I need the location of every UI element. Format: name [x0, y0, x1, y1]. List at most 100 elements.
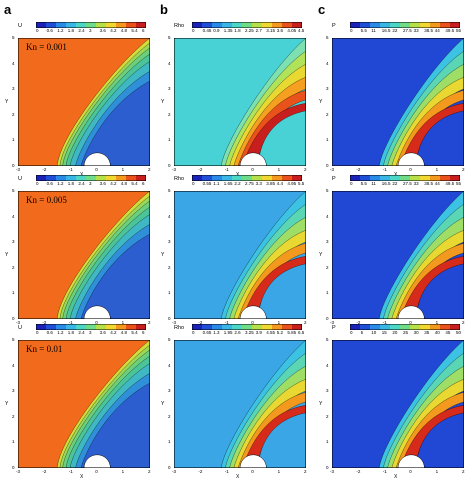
y-tick-label: 1: [12, 290, 15, 296]
colorbar-swatch: [400, 324, 411, 330]
colorbar-swatch: [56, 22, 67, 28]
colorbar-swatch: [370, 22, 381, 28]
x-axis-label: X: [394, 474, 398, 480]
x-axis-label: X: [236, 474, 240, 480]
colorbar-tick-label: 33: [413, 181, 419, 186]
y-tick-label: 5: [12, 188, 15, 193]
y-axis-label: Y: [161, 252, 165, 258]
colorbar-tick-label: 6: [142, 181, 145, 186]
knudsen-label: Kn = 0.001: [26, 42, 67, 52]
x-tick-label: -2: [356, 320, 361, 325]
colorbar-tick-label: 1.8: [67, 28, 75, 33]
y-axis-label: Y: [319, 401, 323, 407]
y-tick-label: 1: [326, 137, 329, 143]
y-tick-label: 1: [168, 290, 171, 296]
colorbar-swatch: [360, 324, 371, 330]
x-tick-label: 2: [462, 167, 465, 172]
colorbar-tick-label: 50: [456, 330, 462, 335]
colorbar-tick-label: 3: [89, 181, 92, 186]
colorbar-tick-label: 55: [456, 181, 462, 186]
x-tick-label: 1: [435, 469, 439, 474]
colorbar-swatch: [66, 22, 77, 28]
colorbar-swatch: [56, 324, 67, 330]
contour-plot: [332, 191, 464, 319]
x-tick-label: 1: [277, 469, 281, 474]
colorbar-tick-label: 35: [424, 330, 430, 335]
colorbar-swatch: [36, 324, 47, 330]
colorbar-swatch: [420, 324, 431, 330]
y-tick-label: 5: [168, 337, 171, 342]
colorbar-tick-label: 3.6: [99, 330, 106, 335]
colorbar-tick-label: 20: [392, 330, 398, 335]
colorbar-tick-label: 5: [360, 330, 364, 335]
colorbar-swatch: [66, 175, 77, 181]
colorbar-swatch: [202, 324, 213, 330]
colorbar-tick-label: 5.4: [131, 28, 138, 33]
colorbar: [350, 175, 460, 181]
colorbar-swatch: [46, 22, 57, 28]
x-tick-label: -2: [356, 469, 361, 474]
y-tick-label: 0: [12, 163, 15, 168]
x-tick-label: -3: [172, 320, 177, 325]
x-tick-label: -3: [16, 469, 21, 474]
colorbar-swatch: [116, 175, 127, 181]
colorbar-tick-label: 4.2: [110, 330, 117, 335]
colorbar-swatch: [410, 324, 421, 330]
x-tick-label: 0: [95, 320, 98, 325]
y-tick-label: 3: [12, 388, 15, 394]
colorbar-swatch: [420, 175, 431, 181]
y-tick-label: 5: [168, 188, 171, 193]
colorbar-swatch: [380, 324, 391, 330]
x-tick-label: 2: [462, 320, 465, 325]
colorbar-swatch: [282, 175, 293, 181]
y-tick-label: 3: [326, 239, 329, 245]
y-tick-label: 3: [168, 388, 171, 394]
colorbar-swatch: [202, 175, 213, 181]
colorbar-tick-label: 10: [371, 330, 377, 335]
colorbar-swatch: [252, 175, 263, 181]
x-tick-label: -2: [198, 320, 203, 325]
colorbar-swatch: [252, 324, 263, 330]
colorbar-swatch: [360, 175, 371, 181]
panel-letter-b: b: [160, 2, 168, 17]
colorbar: [36, 175, 146, 181]
colorbar-swatch: [262, 324, 273, 330]
x-tick-label: 2: [304, 167, 307, 172]
colorbar-tick-label: 4.5: [298, 28, 305, 33]
x-tick-label: -2: [198, 167, 203, 172]
colorbar-swatch: [36, 175, 47, 181]
colorbar-swatch: [96, 22, 107, 28]
colorbar: [36, 22, 146, 28]
colorbar-swatch: [380, 175, 391, 181]
colorbar-swatch: [282, 324, 293, 330]
x-tick-label: -2: [42, 167, 47, 172]
colorbar-swatch: [136, 324, 146, 330]
colorbar-tick-label: 3: [89, 330, 92, 335]
colorbar-tick-label: 0: [192, 181, 195, 186]
y-tick-label: 2: [326, 111, 329, 117]
x-tick-label: 2: [304, 320, 307, 325]
colorbar-tick-label: 2.4: [78, 181, 85, 186]
colorbar-swatch: [222, 22, 233, 28]
y-tick-label: 1: [326, 290, 329, 296]
colorbar-swatch: [370, 175, 381, 181]
colorbar-swatch: [96, 175, 107, 181]
colorbar: [36, 324, 146, 330]
colorbar-swatch: [262, 22, 273, 28]
x-tick-label: -1: [68, 320, 73, 325]
colorbar-tick-label: 49.5: [445, 181, 455, 186]
colorbar-tick-label: 3.6: [99, 181, 106, 186]
y-axis-label: Y: [5, 99, 9, 105]
colorbar-tick-label: 4.55: [266, 330, 275, 335]
y-tick-label: 4: [168, 213, 171, 219]
y-tick-label: 2: [12, 413, 15, 419]
colorbar-swatch: [350, 324, 361, 330]
colorbar-tick-label: 4.2: [110, 28, 117, 33]
x-tick-label: 1: [121, 469, 125, 474]
colorbar-tick-label: 0: [36, 181, 39, 186]
x-tick-label: 2: [304, 469, 307, 474]
colorbar-tick-label: 3.25: [245, 330, 254, 335]
colorbar-tick-label: 3.85: [266, 181, 275, 186]
y-tick-label: 2: [326, 264, 329, 270]
cylinder-body: [83, 305, 111, 319]
